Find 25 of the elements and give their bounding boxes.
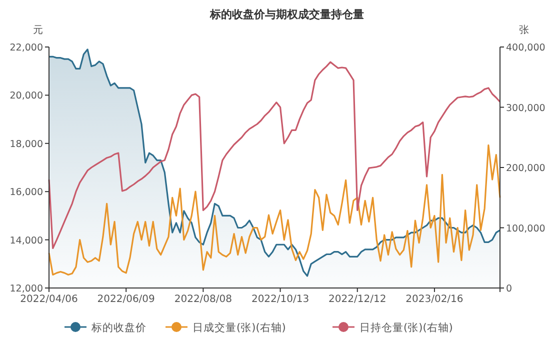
- y-tick-label: 14,000: [10, 235, 43, 246]
- y-tick-label: 18,000: [10, 138, 43, 150]
- x-tick-label: 2023/02/16: [406, 294, 464, 305]
- x-tick-label: 2022/04/06: [20, 294, 78, 305]
- chart-title: 标的收盘价与期权成交量持仓量: [209, 8, 364, 21]
- y2-tick-label: 0: [506, 284, 512, 294]
- y-tick-label: 12,000: [10, 284, 43, 294]
- y-tick-label: 22,000: [10, 42, 43, 54]
- y2-tick-label: 400,000: [506, 42, 546, 54]
- y-tick-label: 20,000: [10, 90, 43, 102]
- line-series: [48, 61, 501, 250]
- y2-axis-title: 张: [519, 24, 529, 36]
- y-tick-label: 16,000: [10, 187, 43, 198]
- x-tick-label: 2022/08/08: [174, 294, 232, 305]
- legend-label: 标的收盘价: [90, 322, 146, 334]
- y2-tick-label: 200,000: [506, 163, 546, 174]
- x-tick-label: 2022/12/12: [328, 294, 386, 305]
- y2-tick-label: 100,000: [506, 223, 546, 234]
- legend-label: 日成交量(张)(右轴): [192, 321, 286, 334]
- x-tick-label: 2022/06/09: [97, 294, 155, 305]
- legend-label: 日持仓量(张)(右轴): [360, 321, 453, 334]
- line-series: [48, 144, 501, 276]
- y2-tick-label: 300,000: [506, 102, 546, 114]
- x-tick-label: 2022/10/13: [251, 294, 310, 305]
- y-axis-title: 元: [33, 25, 43, 36]
